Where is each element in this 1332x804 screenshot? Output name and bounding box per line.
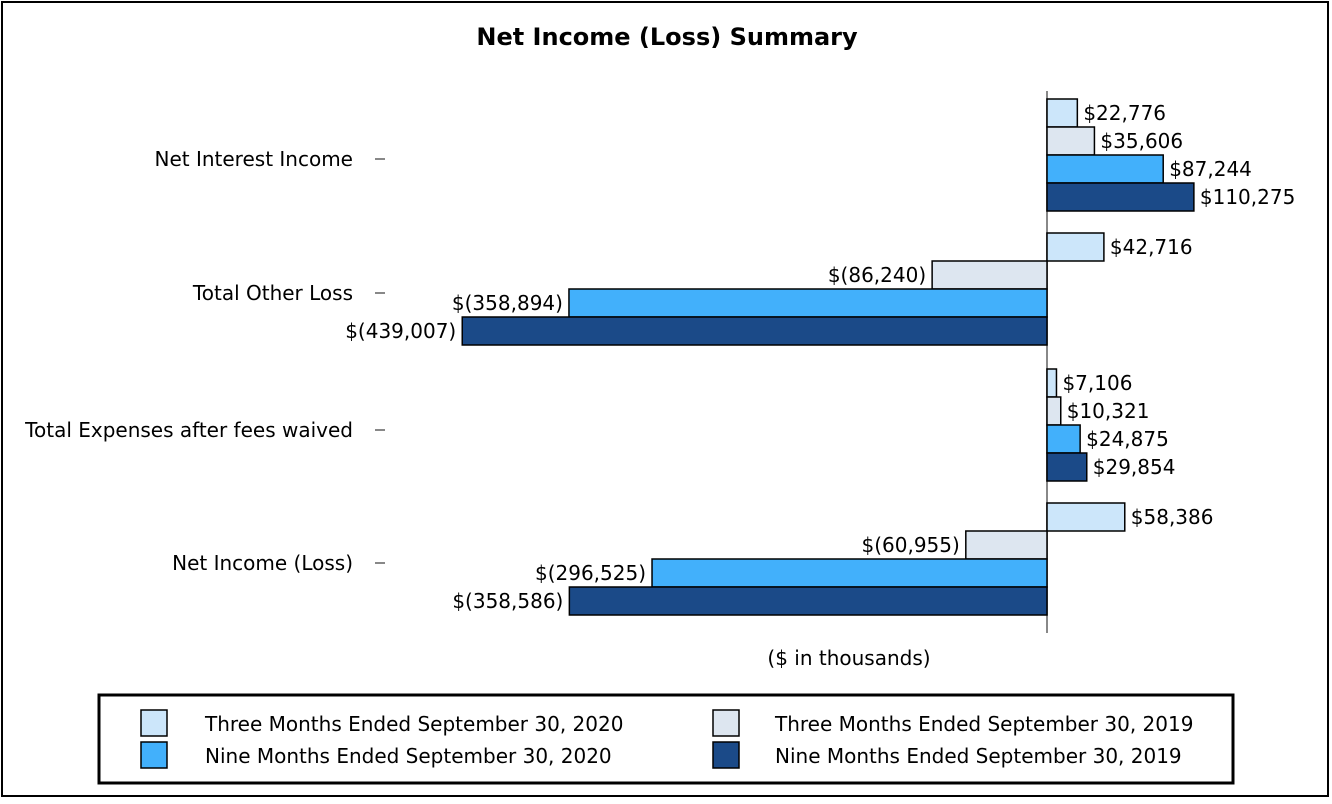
- data-label: $35,606: [1100, 129, 1183, 153]
- legend-label: Nine Months Ended September 30, 2019: [775, 744, 1182, 768]
- data-label: $(358,586): [452, 589, 563, 613]
- legend-box: [97, 693, 1235, 785]
- legend-swatch: [140, 709, 168, 737]
- bar: [931, 260, 1048, 290]
- bar: [1046, 126, 1096, 156]
- legend-label: Nine Months Ended September 30, 2020: [205, 744, 612, 768]
- bar: [1046, 154, 1164, 184]
- category-label: Net Interest Income: [155, 147, 354, 171]
- data-label: $22,776: [1083, 101, 1166, 125]
- bar: [568, 288, 1048, 318]
- bar: [1046, 368, 1058, 398]
- legend-swatch: [712, 741, 740, 769]
- legend-label: Three Months Ended September 30, 2019: [774, 712, 1193, 736]
- data-label: $24,875: [1086, 427, 1169, 451]
- net-income-chart: Net Income (Loss) Summary Net Interest I…: [24, 23, 1295, 785]
- legend-swatch: [140, 741, 168, 769]
- bar: [1046, 502, 1126, 532]
- x-axis-label: ($ in thousands): [767, 646, 930, 670]
- category-label: Net Income (Loss): [172, 551, 353, 575]
- data-label: $29,854: [1093, 455, 1176, 479]
- bar: [651, 558, 1048, 588]
- category-label: Total Expenses after fees waived: [24, 418, 353, 442]
- plot-area: Net Interest Income $22,776 $35,606 $87,244…: [24, 91, 1295, 633]
- category-label: Total Other Loss: [192, 281, 353, 305]
- data-label: $10,321: [1067, 399, 1150, 423]
- bar: [568, 586, 1048, 616]
- data-label: $(86,240): [828, 263, 926, 287]
- bar: [1046, 182, 1195, 212]
- bar: [1046, 232, 1105, 262]
- legend-swatch: [712, 709, 740, 737]
- data-label: $58,386: [1131, 505, 1214, 529]
- bar: [1046, 424, 1081, 454]
- data-label: $(439,007): [345, 319, 456, 343]
- data-label: $(60,955): [861, 533, 959, 557]
- bar: [1046, 452, 1088, 482]
- legend: Three Months Ended September 30, 2020 Thr…: [140, 709, 1193, 769]
- data-label: $110,275: [1200, 185, 1295, 209]
- chart-title: Net Income (Loss) Summary: [476, 23, 858, 51]
- bar: [1046, 396, 1062, 426]
- data-label: $(296,525): [535, 561, 646, 585]
- bar: [1046, 98, 1079, 128]
- data-label: $87,244: [1169, 157, 1252, 181]
- bar: [965, 530, 1048, 560]
- data-label: $7,106: [1062, 371, 1132, 395]
- data-label: $(358,894): [452, 291, 563, 315]
- data-label: $42,716: [1110, 235, 1193, 259]
- legend-label: Three Months Ended September 30, 2020: [204, 712, 623, 736]
- bar: [461, 316, 1048, 346]
